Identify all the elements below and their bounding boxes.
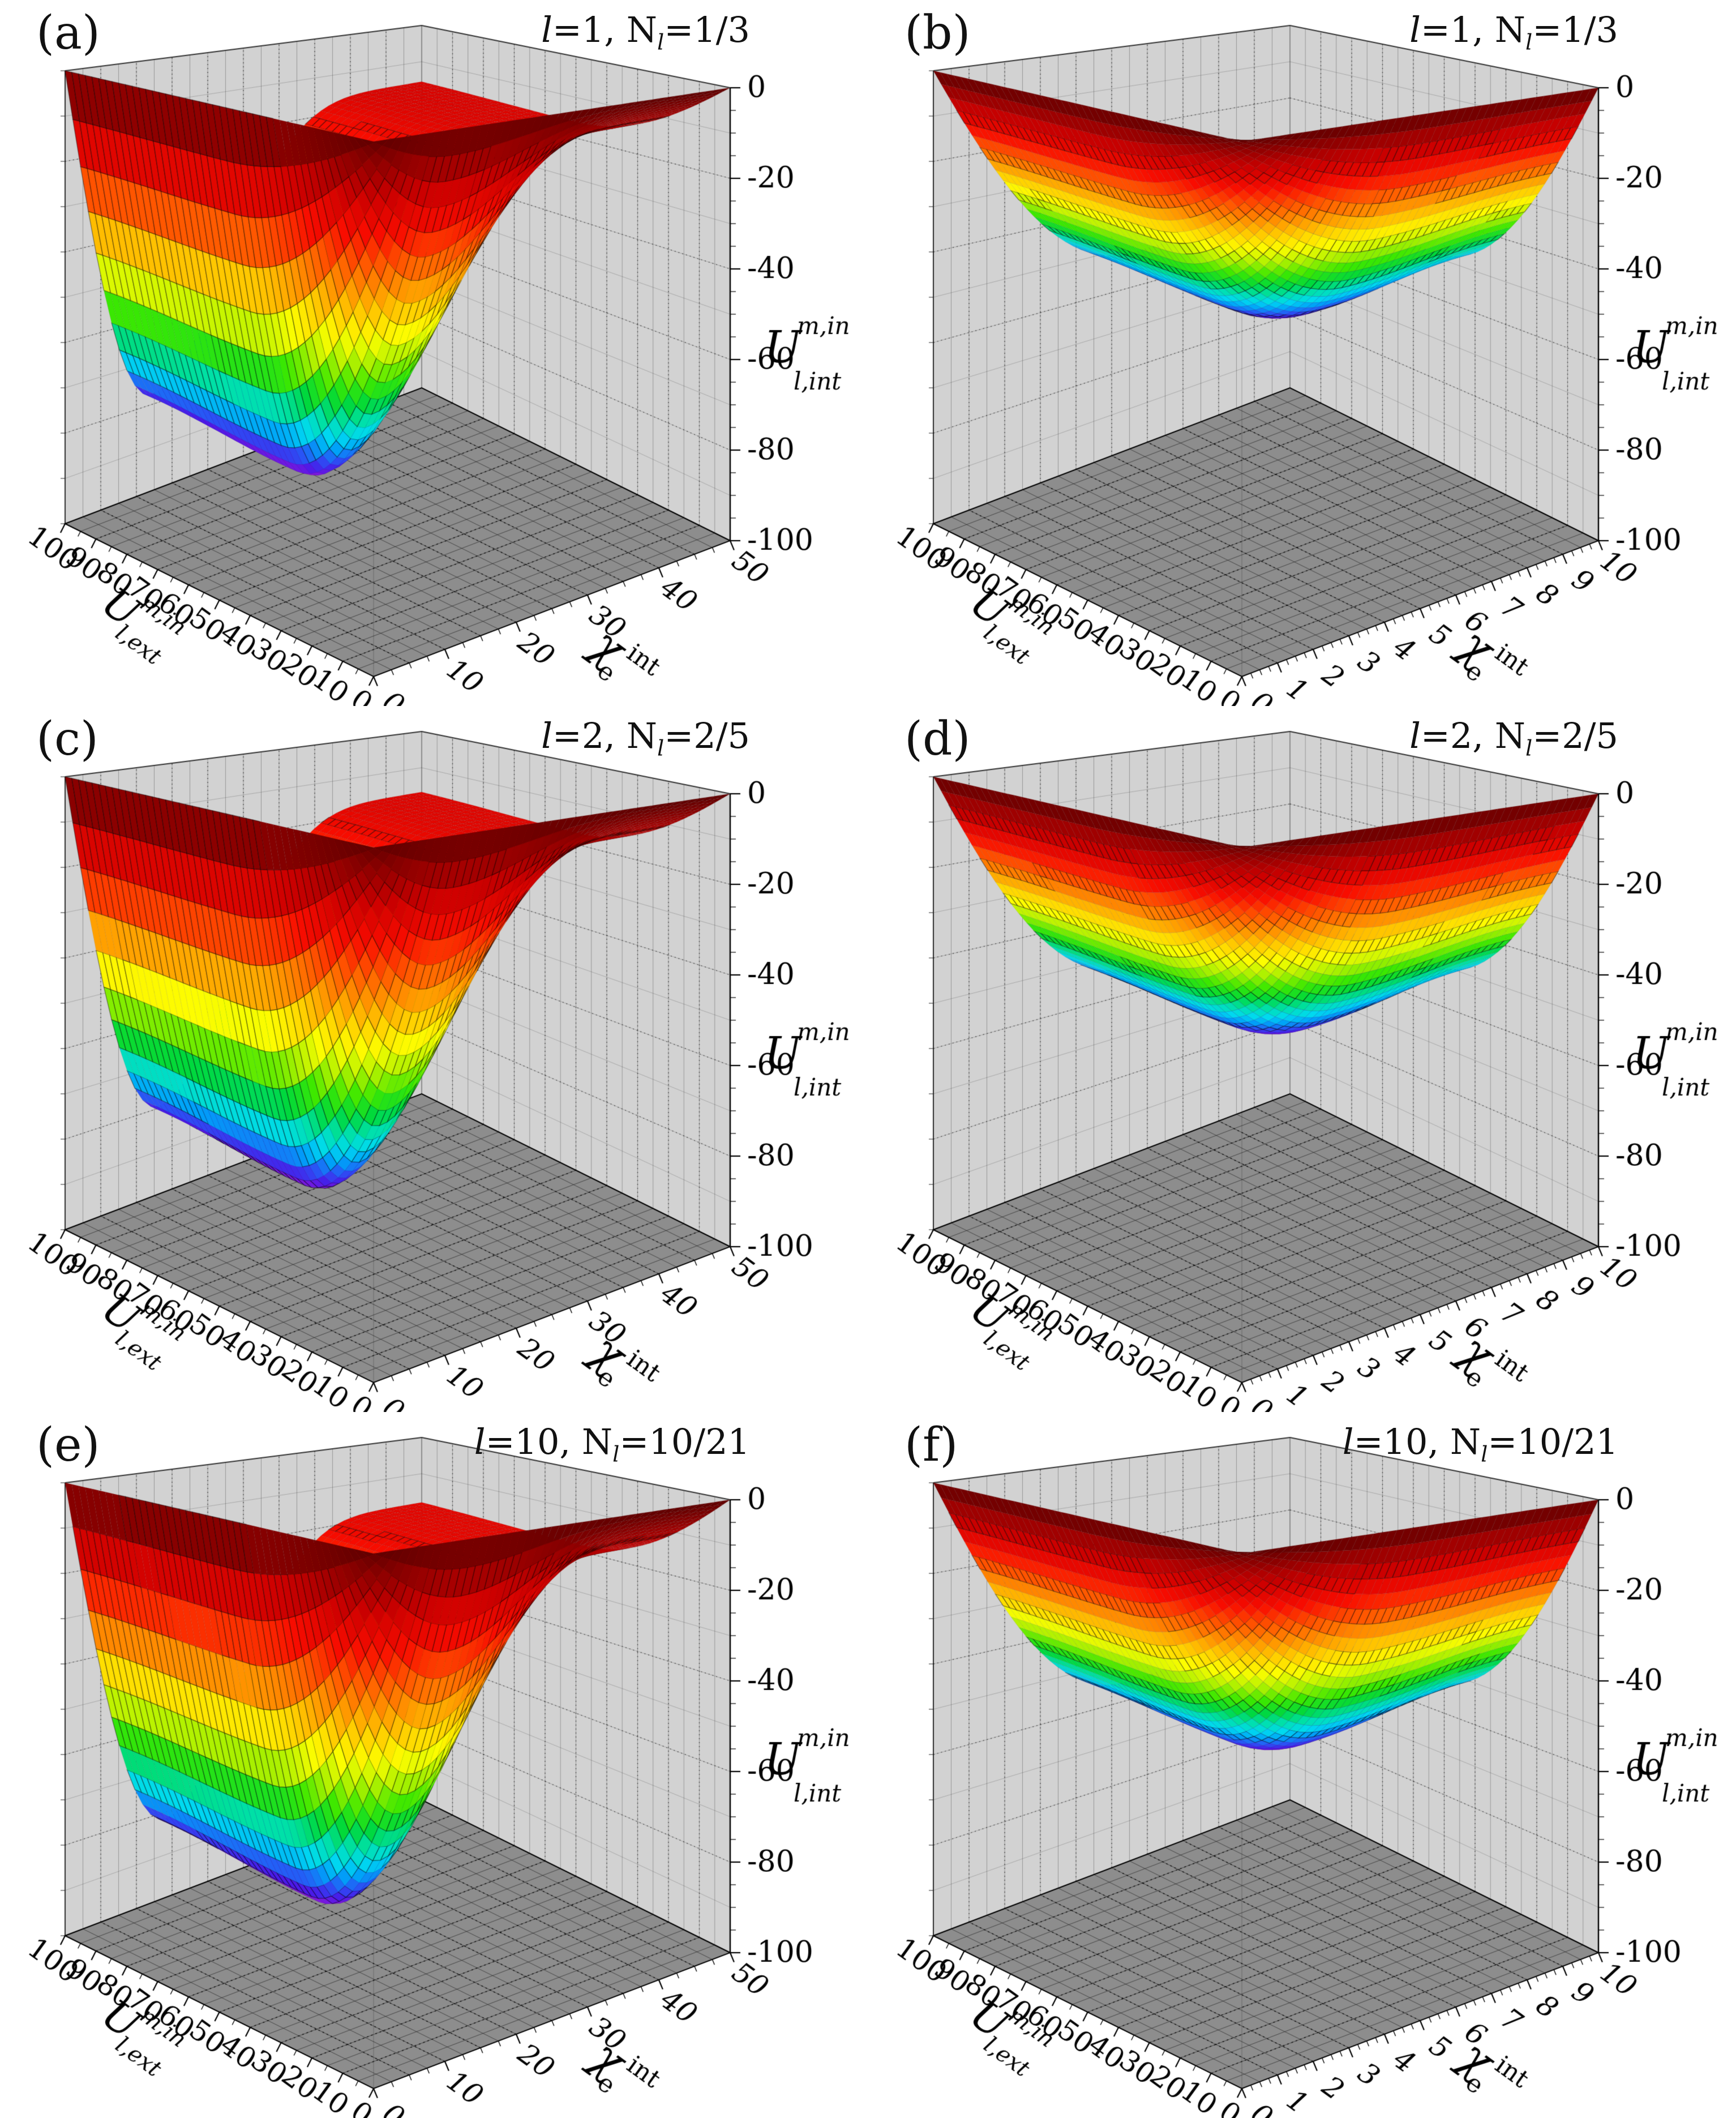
title-l-symbol: l bbox=[541, 9, 552, 50]
title-eq1: =1, N bbox=[1420, 9, 1525, 50]
title-eq2: =10/21 bbox=[1488, 1421, 1618, 1462]
panel-title-b: l=1, Nl=1/3 bbox=[1409, 9, 1618, 54]
surface-plot-canvas-e bbox=[0, 1412, 868, 2118]
title-N-subscript: l bbox=[1481, 1441, 1488, 1467]
title-N-subscript: l bbox=[1525, 735, 1533, 761]
panel-c: (c) l=2, Nl=2/5 bbox=[0, 706, 868, 1412]
title-eq2: =1/3 bbox=[1532, 9, 1618, 50]
title-N-subscript: l bbox=[612, 1441, 620, 1467]
surface-plot-canvas-d bbox=[868, 706, 1736, 1412]
panel-title-e: l=10, Nl=10/21 bbox=[474, 1421, 750, 1466]
panel-b: (b) l=1, Nl=1/3 bbox=[868, 0, 1736, 706]
panel-title-d: l=2, Nl=2/5 bbox=[1409, 715, 1618, 760]
panel-letter-e: (e) bbox=[36, 1418, 100, 1472]
title-eq1: =2, N bbox=[1420, 715, 1525, 756]
panel-e: (e) l=10, Nl=10/21 bbox=[0, 1412, 868, 2118]
title-eq2: =1/3 bbox=[664, 9, 750, 50]
title-N-subscript: l bbox=[657, 29, 665, 55]
panel-d: (d) l=2, Nl=2/5 bbox=[868, 706, 1736, 1412]
panel-a: (a) l=1, Nl=1/3 bbox=[0, 0, 868, 706]
title-eq1: =2, N bbox=[552, 715, 657, 756]
panel-title-f: l=10, Nl=10/21 bbox=[1342, 1421, 1618, 1466]
title-eq1: =10, N bbox=[485, 1421, 613, 1462]
panel-title-c: l=2, Nl=2/5 bbox=[541, 715, 750, 760]
title-eq2: =2/5 bbox=[664, 715, 750, 756]
surface-plot-canvas-b bbox=[868, 0, 1736, 706]
title-eq1: =10, N bbox=[1353, 1421, 1481, 1462]
title-l-symbol: l bbox=[541, 715, 552, 756]
title-l-symbol: l bbox=[1342, 1421, 1354, 1462]
title-N-subscript: l bbox=[1525, 29, 1533, 55]
panel-letter-f: (f) bbox=[905, 1418, 958, 1472]
surface-plot-canvas-c bbox=[0, 706, 868, 1412]
panel-letter-b: (b) bbox=[905, 6, 971, 60]
panel-title-a: l=1, Nl=1/3 bbox=[541, 9, 750, 54]
title-N-subscript: l bbox=[657, 735, 665, 761]
title-eq1: =1, N bbox=[552, 9, 657, 50]
title-l-symbol: l bbox=[1409, 9, 1421, 50]
panel-letter-a: (a) bbox=[36, 6, 100, 60]
surface-plot-canvas-a bbox=[0, 0, 868, 706]
title-l-symbol: l bbox=[1409, 715, 1421, 756]
title-l-symbol: l bbox=[474, 1421, 486, 1462]
panel-f: (f) l=10, Nl=10/21 bbox=[868, 1412, 1736, 2118]
surface-plot-canvas-f bbox=[868, 1412, 1736, 2118]
panel-letter-c: (c) bbox=[36, 712, 98, 766]
panel-letter-d: (d) bbox=[905, 712, 971, 766]
title-eq2: =2/5 bbox=[1532, 715, 1618, 756]
title-eq2: =10/21 bbox=[619, 1421, 750, 1462]
